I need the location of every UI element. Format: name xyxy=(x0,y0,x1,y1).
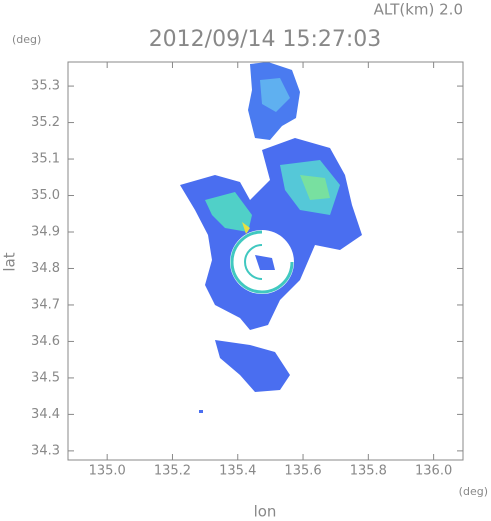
y-tick-label: 34.4 xyxy=(31,407,60,422)
y-unit: (deg) xyxy=(12,33,41,46)
y-tick-label: 34.8 xyxy=(31,261,60,276)
x-tick-label: 135.4 xyxy=(219,464,256,479)
y-tick-label: 34.7 xyxy=(31,297,60,312)
radar-echo xyxy=(180,62,362,413)
y-tick-label: 34.6 xyxy=(31,334,60,349)
y-axis-label: lat xyxy=(1,252,19,271)
plot-frame xyxy=(67,61,464,461)
y-tick-label: 35.1 xyxy=(31,152,60,167)
x-unit: (deg) xyxy=(459,485,488,498)
y-tick-label: 35.2 xyxy=(31,115,60,130)
y-tick-label: 34.5 xyxy=(31,370,60,385)
chart-title: 2012/09/14 15:27:03 xyxy=(149,27,382,52)
y-tick-label: 35.3 xyxy=(31,79,60,94)
y-tick-label: 34.3 xyxy=(31,443,60,458)
y-tick-label: 35.0 xyxy=(31,188,60,203)
altitude-label: ALT(km) 2.0 xyxy=(374,1,463,19)
x-tick-label: 136.0 xyxy=(415,464,452,479)
x-tick-label: 135.2 xyxy=(154,464,191,479)
x-tick-label: 135.8 xyxy=(350,464,387,479)
x-axis-label: lon xyxy=(254,503,277,521)
y-tick-label: 34.9 xyxy=(31,224,60,239)
x-tick-label: 135.6 xyxy=(284,464,321,479)
x-tick-label: 135.0 xyxy=(89,464,126,479)
